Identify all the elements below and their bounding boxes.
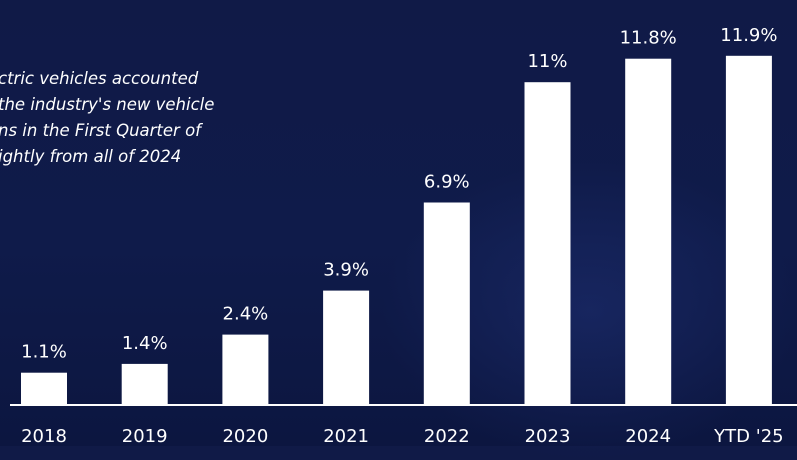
value-label: 1.1% (21, 342, 67, 363)
bar-2021 (323, 290, 370, 405)
value-label: 2.4% (223, 304, 269, 325)
bars-group (21, 55, 772, 406)
x-tick-label: 2022 (424, 426, 470, 446)
value-label: 11.8% (620, 28, 677, 49)
bar-ytd-25 (725, 55, 772, 406)
chart-caption: ctric vehicles accounted the industry's … (0, 66, 288, 170)
caption-line: ightly from all of 2024 (0, 147, 182, 166)
value-label: 3.9% (323, 260, 369, 281)
x-tick-label: 2021 (323, 426, 369, 446)
x-tick-label: 2019 (122, 426, 168, 446)
value-label: 11.9% (720, 25, 777, 46)
x-tick-label: 2023 (525, 426, 571, 446)
x-tick-label: 2024 (625, 426, 671, 446)
x-tick-label: 2020 (222, 426, 268, 446)
caption-line: the industry's new vehicle (0, 95, 215, 114)
bar-2023 (524, 82, 571, 405)
value-label: 6.9% (424, 172, 470, 193)
x-tick-label: 2018 (21, 426, 67, 446)
x-tick-labels-group: 2018 2019 2020 2021 2022 2023 2024 YTD '25 (21, 426, 784, 446)
caption-line: ns in the First Quarter of (0, 121, 201, 140)
bar-2022 (423, 202, 470, 405)
x-tick-label: YTD '25 (713, 426, 783, 446)
value-label: 11% (527, 51, 567, 72)
value-labels-group: 1.1% 1.4% 2.4% 3.9% 6.9% 11% 11.8% 11.9% (21, 25, 777, 363)
value-label: 1.4% (122, 333, 168, 354)
bar-2024 (625, 58, 672, 405)
bar-2018 (21, 372, 67, 405)
bar-2019 (121, 363, 168, 405)
bar-chart: 1.1% 1.4%2.4%3.9%6.9%11%11.8% 11.9% 2018 20… (0, 0, 797, 446)
bar-2020 (222, 334, 269, 405)
caption-line: ctric vehicles accounted (0, 69, 199, 88)
